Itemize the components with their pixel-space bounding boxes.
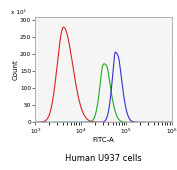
Y-axis label: Count: Count [13, 59, 19, 80]
Text: Human U937 cells: Human U937 cells [65, 154, 142, 163]
X-axis label: FITC-A: FITC-A [93, 137, 114, 143]
Text: x 10¹: x 10¹ [11, 10, 26, 15]
